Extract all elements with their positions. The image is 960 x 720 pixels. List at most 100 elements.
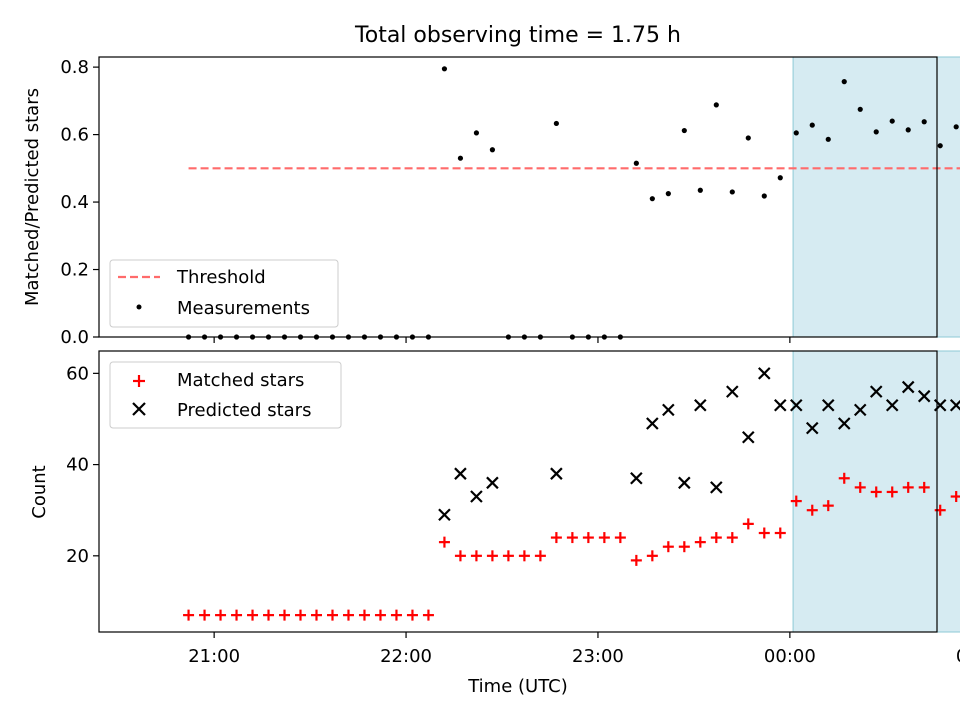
matched-stars-point <box>678 541 690 553</box>
panel-ratio: 0.00.20.40.60.8 Matched/Predicted stars … <box>22 56 960 348</box>
predicted-stars-point <box>710 481 723 494</box>
measurement-point <box>793 130 799 136</box>
matched-stars-point <box>486 550 498 562</box>
matched-stars-point <box>534 550 546 562</box>
predicted-stars-point <box>630 471 643 485</box>
matched-stars-point <box>438 536 450 548</box>
matched-stars-point <box>183 609 195 621</box>
x-ticks-top <box>213 337 791 343</box>
measurement-point <box>681 127 687 134</box>
predicted-stars-point <box>758 367 771 380</box>
predicted-stars-point <box>869 385 883 398</box>
y-tick-label: 0.2 <box>60 260 89 281</box>
legend-bottom: Matched stars Predicted stars <box>109 361 342 429</box>
measurement-point <box>921 119 927 125</box>
plot-frame-bottom <box>98 350 938 633</box>
measurement-point <box>473 130 480 136</box>
matched-stars-point <box>422 609 434 621</box>
predicted-stars-point <box>486 476 499 490</box>
legend-label-matched: Matched stars <box>177 370 304 391</box>
x-tick-label: 01:00 <box>956 646 960 667</box>
matched-stars-point <box>726 532 738 544</box>
matched-stars-point <box>199 609 211 621</box>
matched-stars-point <box>758 527 770 539</box>
measurement-point <box>745 135 751 141</box>
predicted-stars-point <box>678 476 691 490</box>
matched-stars-point <box>710 532 722 544</box>
x-tick-label: 22:00 <box>380 646 432 667</box>
matched-stars-point <box>790 495 802 507</box>
measurement-point <box>697 187 703 193</box>
predicted-stars-point <box>789 399 803 412</box>
legend-label-threshold: Threshold <box>176 267 266 288</box>
predicted-stars-point <box>821 399 835 412</box>
legend-label-measurements: Measurements <box>177 298 310 319</box>
measurement-point <box>889 118 895 124</box>
predicted-stars-point <box>438 508 451 522</box>
measurement-point <box>553 120 559 127</box>
measurement-point <box>937 143 943 149</box>
y-axis-label-bottom: Count <box>29 465 50 518</box>
measurement-point <box>441 66 448 72</box>
y-tick-label: 60 <box>66 363 89 384</box>
y-tick-label: 0.0 <box>60 327 89 348</box>
matched-stars-point <box>470 550 482 562</box>
predicted-stars-point <box>742 430 755 444</box>
matched-stars-point <box>614 532 626 544</box>
matched-stars-point <box>390 609 402 621</box>
y-tick-label: 40 <box>66 455 89 476</box>
measurement-point <box>729 189 735 195</box>
predicted-stars-point <box>726 385 739 398</box>
matched-stars-point <box>886 486 898 498</box>
legend-top: Threshold Measurements <box>109 259 339 328</box>
measurement-point <box>761 193 767 199</box>
matched-stars-point <box>918 481 930 493</box>
predicted-stars-point <box>470 490 483 503</box>
matched-stars-point <box>774 527 786 539</box>
measurement-point <box>649 196 655 202</box>
matched-stars-point <box>822 500 834 512</box>
matched-stars-point <box>406 609 418 621</box>
measurement-point <box>953 124 959 130</box>
measurement-point <box>665 191 671 197</box>
matched-stars-point <box>454 550 466 562</box>
matched-stars-point <box>870 486 882 498</box>
plot-frame-top <box>98 56 938 338</box>
matched-stars-point <box>566 532 578 544</box>
predicted-stars-point <box>694 399 707 412</box>
observing-window-shade <box>792 56 960 338</box>
matched-stars-point <box>694 536 706 548</box>
matched-stars-point <box>630 554 642 566</box>
measurement-point <box>809 122 815 128</box>
matched-stars-point <box>358 609 370 621</box>
predicted-stars-point <box>837 417 851 430</box>
measurement-point <box>633 160 639 166</box>
predicted-stars-point <box>885 399 899 412</box>
predicted-stars-point <box>454 467 467 480</box>
matched-stars-point <box>902 481 914 493</box>
matched-stars-point <box>326 609 338 621</box>
x-tick-label: 23:00 <box>572 646 624 667</box>
y-ticks-top: 0.0 0.2 0.4 0.6 0.8 <box>60 57 99 348</box>
matched-legend-swatch <box>133 375 145 387</box>
y-tick-label: 20 <box>66 546 89 567</box>
measurement-point <box>489 147 496 153</box>
matched-stars-point <box>518 550 530 562</box>
predicted-legend-swatch <box>132 402 146 416</box>
matched-stars-point <box>646 550 658 562</box>
matched-stars-point <box>806 504 818 516</box>
measurement-point <box>825 136 831 142</box>
matched-stars-point <box>742 518 754 530</box>
predicted-stars-point <box>550 467 563 480</box>
matched-stars-point <box>310 609 322 621</box>
measurement-point <box>713 102 719 108</box>
matched-stars-point <box>342 609 354 621</box>
matched-stars-point <box>662 541 674 553</box>
matched-stars-point <box>263 609 275 621</box>
matched-stars-point <box>838 472 850 484</box>
predicted-stars-point <box>853 403 867 417</box>
x-axis-label: Time (UTC) <box>467 676 568 697</box>
